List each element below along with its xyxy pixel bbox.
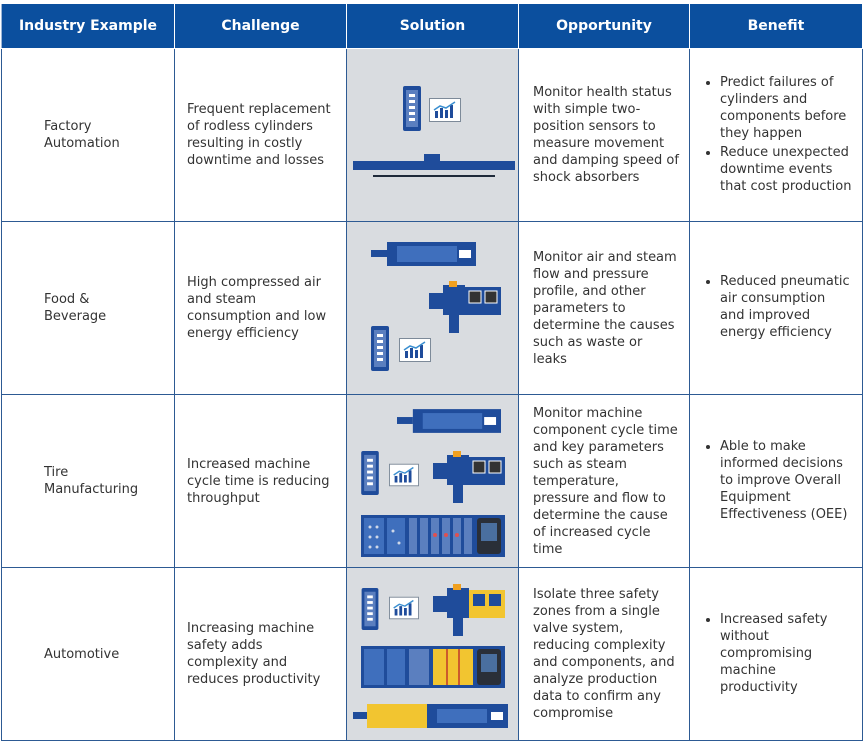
- opportunity-cell: Isolate three safety zones from a single…: [518, 567, 690, 741]
- solution-cell: [346, 221, 519, 395]
- challenge-cell: High compressed air and steam consumptio…: [174, 221, 347, 395]
- industry-cell: Tire Manufacturing: [1, 394, 175, 568]
- column-header: Industry Example: [1, 3, 175, 49]
- table-row: Tire Manufacturing Increased machine cyc…: [1, 394, 863, 568]
- solution-cell: [346, 394, 519, 568]
- industry-cell: Automotive: [1, 567, 175, 741]
- challenge-cell: Frequent replacement of rodless cylinder…: [174, 48, 347, 222]
- header-row: Industry Example Challenge Solution Oppo…: [1, 3, 863, 49]
- benefit-item: Reduce unexpected downtime events that c…: [720, 144, 852, 195]
- solution-illustration: [353, 584, 508, 728]
- solution-illustration: [371, 242, 501, 371]
- opportunity-cell: Monitor health status with simple two-po…: [518, 48, 690, 222]
- challenge-cell: Increasing machine safety adds complexit…: [174, 567, 347, 741]
- table-row: Food & Beverage High compressed air and …: [1, 221, 863, 395]
- opportunity-cell: Monitor air and steam flow and pressure …: [518, 221, 690, 395]
- benefit-cell: Reduced pneumatic air consumption and im…: [689, 221, 863, 395]
- benefit-item: Reduced pneumatic air consumption and im…: [720, 273, 852, 341]
- benefit-cell: Predict failures of cylinders and compon…: [689, 48, 863, 222]
- solution-illustration: [361, 409, 505, 557]
- solution-cell: [346, 48, 519, 222]
- benefit-cell: Able to make informed decisions to impro…: [689, 394, 863, 568]
- benefit-item: Predict failures of cylinders and compon…: [720, 74, 852, 142]
- benefit-item: Able to make informed decisions to impro…: [720, 438, 852, 523]
- challenge-cell: Increased machine cycle time is reducing…: [174, 394, 347, 568]
- industry-cell: Food & Beverage: [1, 221, 175, 395]
- table-row: Automotive Increasing machine safety add…: [1, 567, 863, 741]
- benefit-cell: Increased safety without compromising ma…: [689, 567, 863, 741]
- solution-cell: [346, 567, 519, 741]
- benefit-list: Able to make informed decisions to impro…: [700, 438, 852, 523]
- column-header: Solution: [346, 3, 519, 49]
- industry-cell: Factory Automation: [1, 48, 175, 222]
- solution-illustration: [353, 86, 515, 177]
- benefit-item: Increased safety without compromising ma…: [720, 611, 852, 696]
- column-header: Challenge: [174, 3, 347, 49]
- benefit-list: Increased safety without compromising ma…: [700, 611, 852, 696]
- industry-table: Industry Example Challenge Solution Oppo…: [1, 3, 863, 741]
- column-header: Benefit: [689, 3, 863, 49]
- column-header: Opportunity: [518, 3, 690, 49]
- table-row: Factory Automation Frequent replacement …: [1, 48, 863, 222]
- opportunity-cell: Monitor machine component cycle time and…: [518, 394, 690, 568]
- benefit-list: Predict failures of cylinders and compon…: [700, 74, 852, 195]
- benefit-list: Reduced pneumatic air consumption and im…: [700, 273, 852, 341]
